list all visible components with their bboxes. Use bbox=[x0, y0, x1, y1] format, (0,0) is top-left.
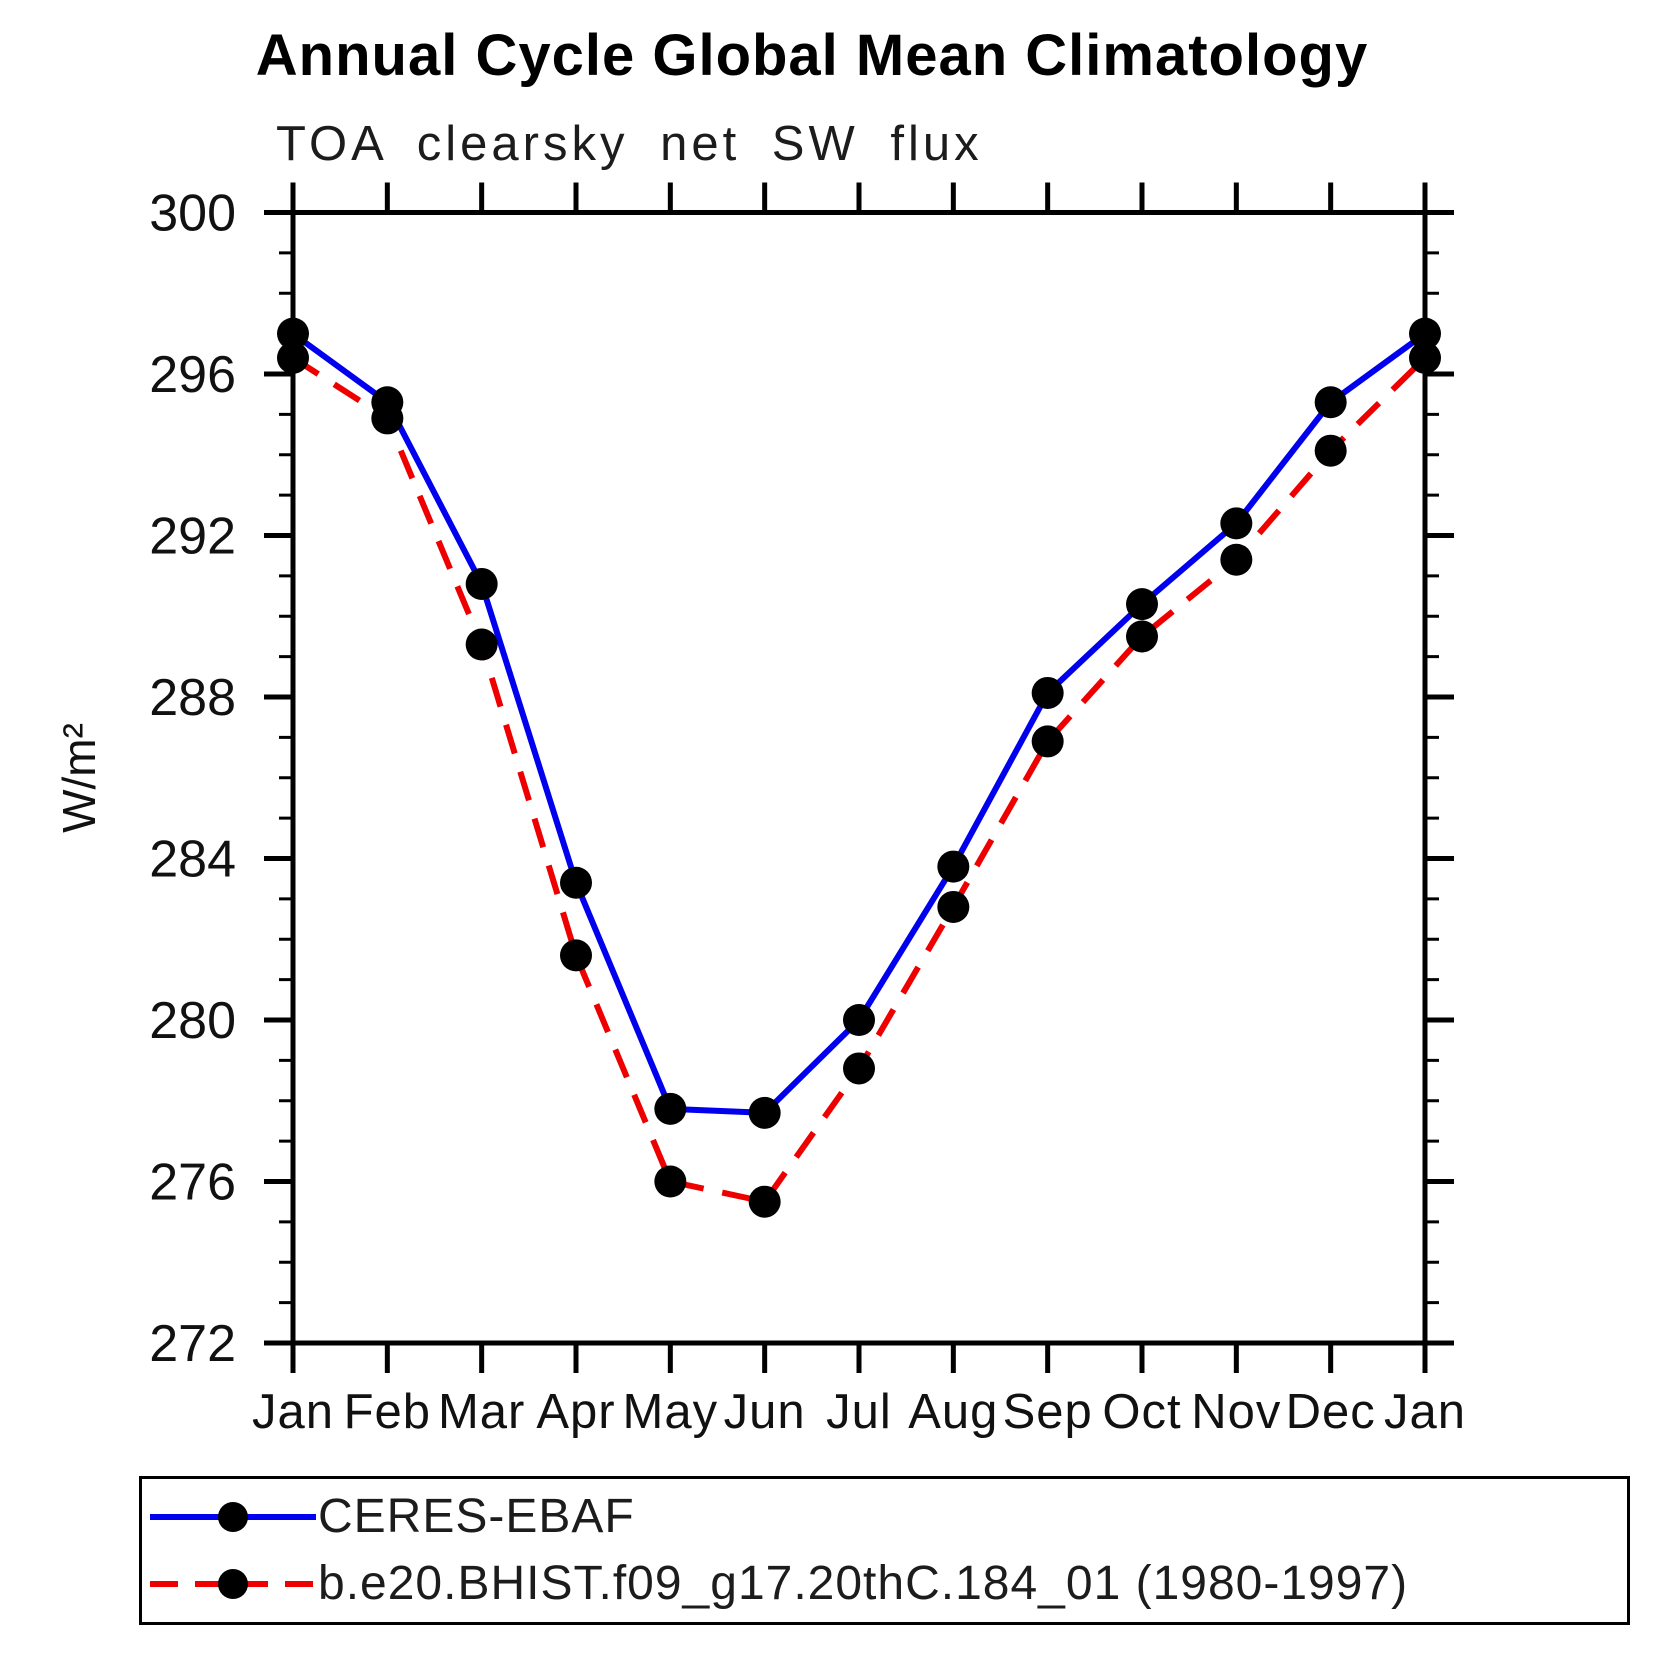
data-point-marker bbox=[560, 866, 592, 899]
data-point-marker bbox=[654, 1092, 687, 1125]
legend-label-ceres: CERES-EBAF bbox=[318, 1490, 635, 1543]
chart-title: Annual Cycle Global Mean Climatology bbox=[255, 23, 1369, 88]
legend-line-sample-dashed bbox=[150, 1569, 316, 1599]
data-point-marker bbox=[937, 890, 970, 923]
data-point-marker bbox=[465, 567, 498, 600]
data-point-marker bbox=[1409, 341, 1441, 374]
data-point-marker bbox=[1220, 507, 1253, 540]
x-tick-label: Mar bbox=[438, 1385, 525, 1439]
data-point-marker bbox=[1314, 434, 1347, 467]
x-tick-label: Aug bbox=[908, 1385, 998, 1439]
series-line-0 bbox=[291, 331, 1427, 1116]
x-tick-label: Nov bbox=[1191, 1385, 1281, 1439]
data-point-marker bbox=[1314, 386, 1347, 419]
data-point-marker bbox=[1031, 725, 1064, 758]
y-tick-label: 300 bbox=[149, 185, 236, 243]
data-point-marker bbox=[748, 1096, 781, 1129]
data-point-marker bbox=[748, 1185, 781, 1218]
x-tick-label: Feb bbox=[344, 1385, 431, 1439]
data-point-marker bbox=[937, 850, 970, 883]
x-tick-label: May bbox=[623, 1385, 719, 1439]
data-point-marker bbox=[1031, 676, 1064, 709]
legend-item-model: b.e20.BHIST.f09_g17.20thC.184_01 (1980-1… bbox=[148, 1559, 1408, 1609]
data-point-marker bbox=[465, 628, 498, 661]
data-point-marker bbox=[371, 402, 404, 435]
y-tick-label: 296 bbox=[149, 346, 236, 404]
legend-marker-dot-icon bbox=[218, 1569, 248, 1599]
data-point-marker bbox=[277, 341, 309, 374]
data-point-marker bbox=[843, 1004, 875, 1036]
y-tick-label: 292 bbox=[149, 508, 236, 566]
x-tick-label: Sep bbox=[1003, 1385, 1093, 1439]
data-point-marker bbox=[1126, 588, 1158, 621]
data-point-marker bbox=[277, 317, 309, 350]
x-tick-label: Dec bbox=[1286, 1385, 1376, 1439]
legend-box: CERES-EBAF b.e20.BHIST.f09_g17.20thC.184… bbox=[139, 1476, 1630, 1625]
x-tick-label: Jun bbox=[724, 1385, 806, 1439]
data-point-marker bbox=[1126, 620, 1158, 653]
y-axis-title: W/m² bbox=[53, 723, 105, 833]
x-tick-label: Apr bbox=[536, 1385, 615, 1439]
data-point-marker bbox=[1409, 317, 1441, 350]
axes-layer bbox=[264, 182, 1454, 1373]
series-layer bbox=[277, 317, 1441, 1218]
x-tick-label: Jan bbox=[1384, 1385, 1466, 1439]
data-point-marker bbox=[654, 1165, 687, 1198]
legend-label-model: b.e20.BHIST.f09_g17.20thC.184_01 (1980-1… bbox=[318, 1557, 1409, 1610]
x-tick-label: Jan bbox=[252, 1385, 334, 1439]
data-point-marker bbox=[1220, 543, 1253, 576]
legend-line-sample-solid bbox=[150, 1502, 316, 1532]
chart-subtitle: TOA clearsky net SW flux bbox=[276, 117, 983, 171]
legend-item-ceres: CERES-EBAF bbox=[148, 1492, 635, 1542]
y-tick-label: 284 bbox=[149, 831, 236, 889]
legend-marker-dot-icon bbox=[218, 1502, 248, 1532]
y-tick-label: 272 bbox=[149, 1315, 236, 1373]
y-tick-label: 288 bbox=[149, 669, 236, 727]
x-tick-label: Oct bbox=[1102, 1385, 1181, 1439]
y-tick-label: 280 bbox=[149, 992, 236, 1050]
data-point-marker bbox=[843, 1052, 875, 1085]
plot-frame bbox=[290, 210, 1428, 1346]
x-tick-label: Jul bbox=[826, 1385, 892, 1439]
data-point-marker bbox=[560, 939, 592, 972]
y-tick-label: 276 bbox=[149, 1154, 236, 1212]
